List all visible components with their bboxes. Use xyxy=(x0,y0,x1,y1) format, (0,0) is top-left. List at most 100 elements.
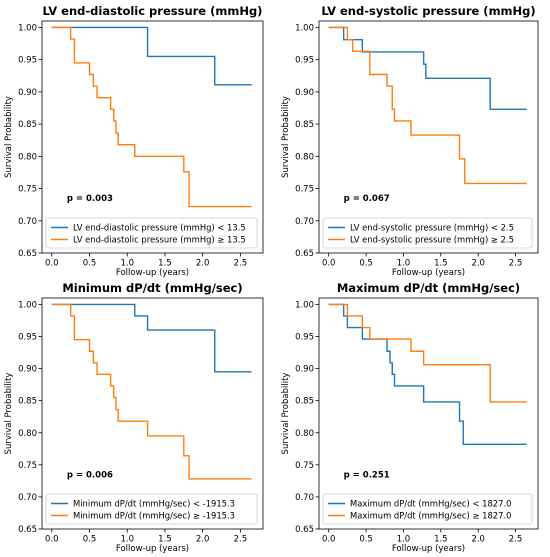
plot-frame xyxy=(41,20,264,254)
x-tick-label: 0.5 xyxy=(83,259,97,269)
x-axis-label: Follow-up (years) xyxy=(392,544,465,554)
y-tick-label: 0.75 xyxy=(18,461,37,471)
x-tick-label: 1.5 xyxy=(158,259,172,269)
chart-title: Maximum dP/dt (mmHg/sec) xyxy=(337,281,520,295)
legend-entry: LV end-systolic pressure (mmHg) < 2.5 xyxy=(350,223,514,233)
legend-entry: Minimum dP/dt (mmHg/sec) < -1915.3 xyxy=(73,499,235,509)
x-axis-label: Follow-up (years) xyxy=(392,268,465,278)
km-panel-1: LV end-diastolic pressure (mmHg) 0.65 0.70… xyxy=(4,4,264,278)
y-tick-label: 0.90 xyxy=(295,365,314,375)
x-tick-label: 1.5 xyxy=(434,259,448,269)
x-tick-label: 1.5 xyxy=(434,535,448,545)
km-panel-4: Maximum dP/dt (mmHg/sec) 0.65 0.70 0.75 0.80… xyxy=(281,281,539,554)
legend-box xyxy=(45,493,258,525)
x-tick-label: 2.5 xyxy=(234,535,248,545)
x-tick-label: 1.0 xyxy=(120,259,134,269)
legend-entry: LV end-diastolic pressure (mmHg) ≥ 13.5 xyxy=(73,235,246,245)
x-tick-label: 0.0 xyxy=(322,259,336,269)
y-tick-label: 1.00 xyxy=(295,300,314,310)
y-tick-label: 0.80 xyxy=(18,429,37,439)
survival-curve-high xyxy=(328,303,527,403)
x-axis-label: Follow-up (years) xyxy=(116,268,189,278)
y-axis-label: Survival Probability xyxy=(281,96,291,178)
x-tick-label: 2.5 xyxy=(509,259,523,269)
y-tick-label: 0.85 xyxy=(18,397,37,407)
y-tick-label: 0.95 xyxy=(18,56,37,66)
legend-box xyxy=(322,217,533,249)
x-tick-label: 1.0 xyxy=(120,535,134,545)
y-tick-label: 0.70 xyxy=(295,217,314,227)
y-tick-label: 0.65 xyxy=(295,249,314,259)
y-tick-label: 0.70 xyxy=(295,493,314,503)
y-tick-label: 0.85 xyxy=(295,397,314,407)
x-tick-label: 0.5 xyxy=(83,535,97,545)
survival-curve-low xyxy=(328,26,527,110)
y-tick-label: 0.95 xyxy=(295,56,314,66)
p-value-annotation: p = 0.003 xyxy=(67,194,113,204)
y-tick-label: 0.65 xyxy=(295,525,314,535)
x-tick-label: 2.0 xyxy=(471,259,485,269)
y-tick-label: 0.90 xyxy=(18,88,37,98)
y-tick-label: 0.70 xyxy=(18,493,37,503)
p-value-annotation: p = 0.251 xyxy=(344,470,390,480)
y-tick-label: 0.80 xyxy=(18,152,37,162)
legend-entry: LV end-systolic pressure (mmHg) ≥ 2.5 xyxy=(350,235,514,245)
y-tick-label: 0.75 xyxy=(295,461,314,471)
y-tick-label: 1.00 xyxy=(295,23,314,33)
y-tick-label: 0.85 xyxy=(18,120,37,130)
survival-curve-low xyxy=(51,26,252,86)
plot-frame xyxy=(318,20,539,254)
p-value-annotation: p = 0.067 xyxy=(344,194,390,204)
x-tick-label: 2.0 xyxy=(471,535,485,545)
legend-box xyxy=(322,493,533,525)
x-axis-label: Follow-up (years) xyxy=(116,544,189,554)
y-tick-label: 0.65 xyxy=(18,249,37,259)
x-tick-label: 2.5 xyxy=(509,535,523,545)
y-tick-label: 0.90 xyxy=(295,88,314,98)
survival-curve-high xyxy=(51,303,252,480)
survival-curve-low xyxy=(51,303,252,373)
y-tick-label: 0.85 xyxy=(295,120,314,130)
legend-entry: Minimum dP/dt (mmHg/sec) ≥ -1915.3 xyxy=(73,511,235,521)
x-tick-label: 0.5 xyxy=(359,535,373,545)
x-tick-label: 2.0 xyxy=(196,259,210,269)
x-tick-label: 2.0 xyxy=(196,535,210,545)
y-tick-label: 1.00 xyxy=(18,300,37,310)
chart-title: Minimum dP/dt (mmHg/sec) xyxy=(62,281,242,295)
plot-frame xyxy=(318,297,539,530)
x-tick-label: 1.5 xyxy=(158,535,172,545)
x-tick-label: 2.5 xyxy=(234,259,248,269)
y-axis-label: Survival Probability xyxy=(281,373,291,455)
x-tick-label: 0.0 xyxy=(45,259,59,269)
y-tick-label: 1.00 xyxy=(18,23,37,33)
y-tick-label: 0.90 xyxy=(18,365,37,375)
y-tick-label: 0.70 xyxy=(18,217,37,227)
y-tick-label: 0.95 xyxy=(295,333,314,343)
survival-curve-low xyxy=(328,303,527,445)
y-axis-label: Survival Probability xyxy=(4,373,14,455)
x-tick-label: 0.0 xyxy=(45,535,59,545)
y-tick-label: 0.95 xyxy=(18,333,37,343)
survival-curve-high xyxy=(51,26,252,208)
x-tick-label: 1.0 xyxy=(397,259,411,269)
y-tick-label: 0.75 xyxy=(295,185,314,195)
legend-box xyxy=(45,217,258,249)
y-axis-label: Survival Probability xyxy=(4,96,14,178)
x-tick-label: 1.0 xyxy=(397,535,411,545)
y-tick-label: 0.80 xyxy=(295,152,314,162)
chart-title: LV end-diastolic pressure (mmHg) xyxy=(43,4,263,18)
plot-frame xyxy=(41,297,264,530)
chart-title: LV end-systolic pressure (mmHg) xyxy=(321,4,535,18)
km-panel-2: LV end-systolic pressure (mmHg) 0.65 0.70 0… xyxy=(281,4,539,278)
legend-entry: Maximum dP/dt (mmHg/sec) < 1827.0 xyxy=(350,499,511,509)
y-tick-label: 0.65 xyxy=(18,525,37,535)
y-tick-label: 0.75 xyxy=(18,185,37,195)
km-panel-3: Minimum dP/dt (mmHg/sec) 0.65 0.70 0.75 0.80… xyxy=(4,281,264,554)
legend-entry: Maximum dP/dt (mmHg/sec) ≥ 1827.0 xyxy=(350,511,511,521)
legend-entry: LV end-diastolic pressure (mmHg) < 13.5 xyxy=(73,223,246,233)
y-tick-label: 0.80 xyxy=(295,429,314,439)
p-value-annotation: p = 0.006 xyxy=(67,470,113,480)
survival-curve-high xyxy=(328,26,527,185)
x-tick-label: 0.5 xyxy=(359,259,373,269)
x-tick-label: 0.0 xyxy=(322,535,336,545)
